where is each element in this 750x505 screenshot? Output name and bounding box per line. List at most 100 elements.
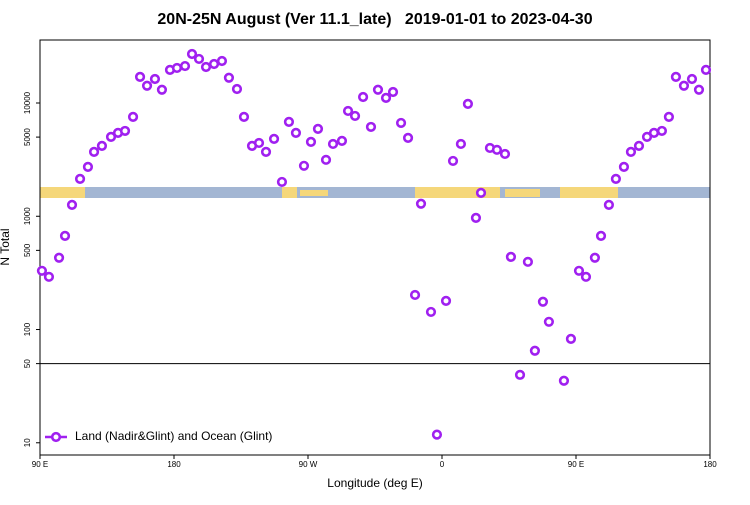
data-point — [283, 116, 295, 128]
data-point — [260, 146, 272, 158]
data-point — [522, 256, 534, 267]
data-point — [231, 83, 243, 95]
x-axis-label: Longitude (deg E) — [327, 476, 422, 490]
data-point — [447, 155, 459, 167]
y-tick-label: 1000 — [23, 207, 32, 225]
data-point — [149, 73, 161, 85]
data-point — [537, 296, 549, 307]
data-point — [499, 148, 511, 160]
y-tick-label: 500 — [23, 243, 32, 257]
data-point — [193, 53, 205, 65]
legend-marker — [50, 431, 62, 443]
data-point — [641, 131, 653, 143]
data-point — [327, 138, 339, 150]
data-point — [491, 144, 503, 155]
data-point — [372, 84, 384, 95]
data-point — [216, 55, 228, 67]
data-point — [633, 140, 645, 152]
data-point — [365, 121, 377, 133]
x-tick-label: 90 E — [568, 460, 584, 469]
y-axis-label: N Total — [0, 228, 12, 265]
data-point — [565, 333, 577, 344]
data-point — [380, 92, 392, 103]
data-point — [43, 271, 55, 282]
data-point — [402, 132, 414, 143]
data-point — [431, 429, 443, 440]
x-tick-label: 180 — [167, 460, 181, 469]
data-point — [342, 105, 354, 117]
data-point — [171, 62, 183, 74]
data-point — [580, 271, 592, 282]
data-point — [208, 58, 220, 70]
chart-title: 20N-25N August (Ver 11.1_late) 2019-01-0… — [157, 11, 592, 28]
x-tick-label: 90 E — [32, 460, 48, 469]
data-point — [678, 80, 690, 91]
data-point — [648, 127, 660, 138]
data-point — [253, 137, 265, 149]
data-point — [141, 80, 153, 91]
data-point — [134, 71, 146, 83]
data-point — [179, 60, 191, 72]
data-point — [336, 135, 348, 146]
data-point — [290, 127, 302, 138]
data-point — [543, 316, 555, 327]
data-point — [670, 71, 682, 83]
data-point — [82, 161, 94, 172]
data-point — [693, 84, 705, 95]
data-point — [238, 111, 250, 122]
data-point — [200, 61, 212, 73]
data-point — [66, 199, 78, 210]
data-point — [156, 84, 168, 95]
data-point — [298, 160, 310, 171]
data-point — [186, 48, 198, 60]
x-tick-label: 0 — [440, 460, 445, 469]
data-point — [415, 198, 427, 209]
data-point — [455, 138, 467, 150]
data-point — [589, 252, 601, 263]
data-point — [59, 230, 71, 241]
x-tick-label: 90 W — [299, 460, 318, 469]
data-point — [320, 154, 332, 165]
data-point — [88, 146, 100, 158]
data-point — [409, 289, 421, 301]
plot-frame — [39, 39, 711, 456]
data-point — [656, 125, 668, 137]
data-point — [462, 98, 474, 109]
data-point — [686, 73, 698, 85]
data-point — [475, 187, 487, 198]
data-point — [440, 295, 452, 306]
data-point — [425, 306, 437, 318]
data-point — [223, 72, 235, 83]
data-point — [305, 136, 317, 147]
data-point — [514, 369, 526, 380]
y-tick-label: 10000 — [23, 91, 32, 114]
data-point — [529, 345, 541, 356]
data-point — [470, 212, 482, 223]
data-point — [268, 133, 280, 145]
data-point — [595, 230, 607, 241]
y-tick-label: 5000 — [23, 128, 32, 146]
data-point — [276, 176, 288, 188]
data-point — [349, 110, 361, 122]
data-point — [618, 161, 630, 172]
data-point — [625, 146, 637, 158]
data-point — [610, 173, 622, 184]
data-point — [663, 111, 675, 122]
data-point — [96, 140, 108, 152]
data-point — [505, 251, 517, 262]
data-point — [558, 375, 570, 386]
data-point — [127, 111, 139, 122]
data-point — [36, 265, 48, 276]
data-point — [387, 86, 399, 98]
map-strip — [40, 187, 710, 198]
y-tick-label: 50 — [23, 359, 32, 368]
data-point — [395, 117, 407, 129]
data-point — [119, 125, 131, 137]
data-point — [573, 265, 585, 276]
data-point — [357, 91, 369, 103]
data-point — [700, 64, 712, 76]
data-point — [74, 173, 86, 184]
data-point — [105, 131, 117, 143]
